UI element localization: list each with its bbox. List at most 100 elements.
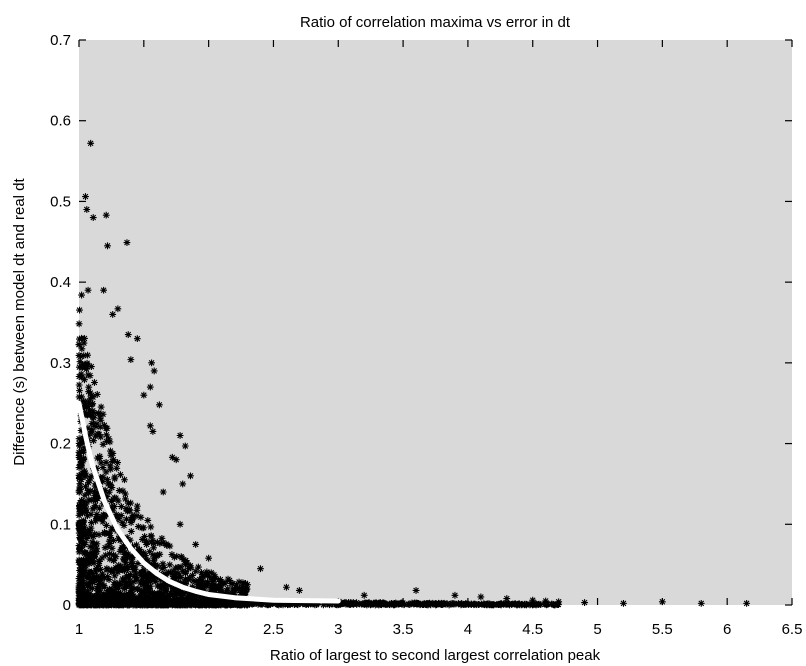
data-point <box>141 555 149 563</box>
data-point <box>87 532 95 540</box>
data-point <box>697 599 705 607</box>
data-point <box>115 564 123 571</box>
data-point <box>87 584 95 592</box>
data-point <box>141 533 149 540</box>
data-point <box>195 598 202 606</box>
data-point <box>180 594 187 602</box>
data-point <box>77 573 85 580</box>
data-point <box>88 519 95 526</box>
data-point <box>75 486 83 494</box>
data-point <box>107 534 115 541</box>
data-point <box>360 591 368 599</box>
data-point <box>84 286 92 294</box>
data-point <box>460 601 468 608</box>
data-point <box>75 381 83 389</box>
y-tick-label: 0.6 <box>50 113 71 130</box>
data-point <box>89 214 97 221</box>
data-point <box>182 568 189 576</box>
data-point <box>78 538 86 545</box>
data-point <box>158 564 166 572</box>
data-point <box>80 448 87 456</box>
data-point <box>205 597 212 605</box>
data-point <box>146 422 154 430</box>
data-point <box>142 538 150 546</box>
data-point <box>78 529 86 537</box>
data-point <box>111 572 119 580</box>
x-tick-label: 3 <box>334 621 342 638</box>
data-point <box>127 528 135 535</box>
data-point <box>85 496 93 504</box>
data-point <box>80 397 88 405</box>
data-point <box>80 456 88 463</box>
data-point <box>162 586 169 594</box>
data-point <box>95 561 103 569</box>
data-point <box>121 476 128 484</box>
data-point <box>158 589 165 597</box>
data-point <box>93 510 101 518</box>
data-point <box>159 539 167 547</box>
data-point <box>150 560 158 567</box>
data-point <box>110 551 117 559</box>
data-point <box>115 535 123 543</box>
data-point <box>76 567 84 574</box>
data-point <box>99 600 107 607</box>
data-point <box>426 599 433 607</box>
data-point <box>229 580 237 587</box>
data-point <box>103 476 111 484</box>
data-point <box>452 600 460 608</box>
data-point <box>109 450 117 457</box>
data-point <box>240 591 248 598</box>
data-point <box>176 432 184 439</box>
data-point <box>111 579 119 586</box>
data-point <box>283 583 290 591</box>
data-point <box>429 600 437 608</box>
data-point <box>499 600 507 608</box>
data-point <box>134 523 142 530</box>
data-point <box>207 569 215 577</box>
data-point <box>198 569 205 577</box>
data-point <box>134 585 142 593</box>
data-point <box>109 506 117 514</box>
data-point <box>105 576 113 583</box>
data-point <box>88 596 96 604</box>
data-point <box>122 599 129 606</box>
data-point <box>80 470 88 478</box>
data-point <box>75 363 83 371</box>
data-point <box>96 586 104 594</box>
data-point <box>127 571 134 579</box>
data-point <box>77 594 84 602</box>
data-point <box>75 464 83 471</box>
data-point <box>103 424 111 432</box>
data-point <box>244 581 251 589</box>
data-point <box>243 597 251 605</box>
data-point <box>76 499 84 507</box>
data-point <box>267 601 274 608</box>
data-point <box>79 531 86 538</box>
data-point <box>82 193 89 200</box>
data-point <box>86 372 94 380</box>
data-point <box>204 572 212 580</box>
data-point <box>90 437 98 445</box>
data-point <box>76 545 83 552</box>
data-point <box>187 564 195 572</box>
data-point <box>123 572 131 580</box>
data-point <box>367 600 375 608</box>
data-point <box>168 453 176 461</box>
data-point <box>233 581 240 589</box>
data-point <box>81 491 89 499</box>
data-point <box>99 511 107 519</box>
x-tick-label: 6.5 <box>782 621 803 638</box>
data-point <box>90 414 98 422</box>
data-point <box>237 597 244 605</box>
data-point <box>88 578 96 586</box>
data-point <box>97 433 105 441</box>
data-point <box>299 600 307 608</box>
data-point <box>123 579 131 587</box>
data-point <box>75 452 83 459</box>
data-point <box>227 598 235 606</box>
data-point <box>140 566 148 574</box>
data-point <box>106 462 114 470</box>
data-point <box>581 599 588 606</box>
data-point <box>103 566 111 574</box>
data-point <box>88 568 95 576</box>
